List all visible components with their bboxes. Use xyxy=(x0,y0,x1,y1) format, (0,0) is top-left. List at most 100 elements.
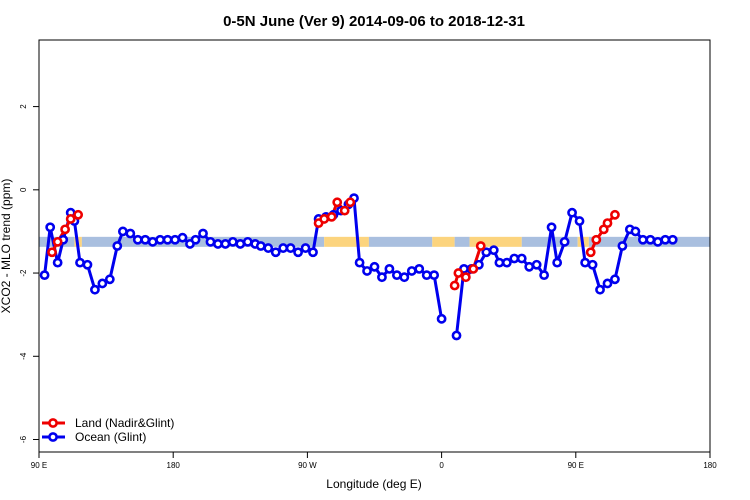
plot-frame xyxy=(38,39,711,453)
data-point xyxy=(531,259,542,270)
data-point xyxy=(453,268,464,278)
data-point xyxy=(488,245,499,256)
data-point xyxy=(591,234,602,245)
band-segment-land xyxy=(469,236,522,247)
data-point xyxy=(354,257,365,268)
data-point xyxy=(516,253,527,264)
series-points xyxy=(39,193,678,341)
data-point xyxy=(45,222,56,233)
data-point xyxy=(552,257,563,268)
data-point xyxy=(391,270,402,281)
data-point xyxy=(319,214,330,224)
band-segment-ocean xyxy=(454,236,470,247)
data-point xyxy=(667,234,678,245)
data-point xyxy=(140,234,151,245)
y-tick-label: 2 xyxy=(19,104,28,109)
band-segment-ocean xyxy=(81,236,325,247)
data-point xyxy=(501,257,512,268)
legend-marker xyxy=(48,418,58,428)
x-tick-label: 90 W xyxy=(298,461,317,470)
chart-title: 0-5N June (Ver 9) 2014-09-06 to 2018-12-… xyxy=(223,13,525,30)
data-point xyxy=(278,243,289,253)
data-point xyxy=(332,197,343,208)
data-point xyxy=(645,234,656,245)
data-point xyxy=(345,197,356,208)
data-point xyxy=(213,239,223,249)
data-point xyxy=(39,270,50,281)
x-tick-label: 90 E xyxy=(568,461,584,470)
data-point xyxy=(90,284,100,295)
data-point xyxy=(52,236,63,247)
data-point xyxy=(429,270,440,281)
data-point xyxy=(595,284,605,295)
data-point xyxy=(610,274,620,285)
data-point xyxy=(460,272,471,283)
data-point xyxy=(559,236,570,247)
data-point xyxy=(451,330,462,341)
series-line xyxy=(43,196,444,320)
legend-label: Land (Nadir&Glint) xyxy=(75,416,174,430)
data-point xyxy=(580,257,591,268)
data-point xyxy=(384,263,395,274)
data-point xyxy=(285,243,296,253)
data-point xyxy=(574,216,585,226)
data-point xyxy=(326,211,337,222)
y-axis-label: XCO2 - MLO trend (ppm) xyxy=(0,179,13,314)
data-point xyxy=(630,226,641,237)
data-point xyxy=(475,241,486,251)
data-point xyxy=(362,266,372,276)
y-tick-label: -6 xyxy=(19,435,28,443)
data-point xyxy=(170,234,180,245)
data-point xyxy=(509,253,520,264)
data-point xyxy=(227,236,238,247)
data-point xyxy=(308,247,318,258)
x-tick-label: 0 xyxy=(439,461,444,470)
legend-marker xyxy=(48,432,58,442)
band-segment-land xyxy=(432,236,455,247)
y-tick-label: -2 xyxy=(19,269,28,277)
data-point xyxy=(638,234,648,245)
data-point xyxy=(198,228,208,239)
data-point xyxy=(52,257,63,268)
y-tick-label: -4 xyxy=(19,352,28,360)
data-point xyxy=(300,243,311,253)
data-point xyxy=(270,247,281,258)
data-point xyxy=(117,226,128,237)
data-point xyxy=(468,263,479,274)
band-segment-ocean xyxy=(368,236,433,247)
data-point xyxy=(602,218,613,229)
data-point xyxy=(242,236,253,247)
data-point xyxy=(546,222,557,233)
legend: Land (Nadir&Glint)Ocean (Glint) xyxy=(42,416,174,444)
data-point xyxy=(524,261,535,272)
data-point xyxy=(652,236,663,247)
data-point xyxy=(205,236,216,247)
data-point xyxy=(369,261,380,272)
data-point xyxy=(75,257,85,268)
data-point xyxy=(155,234,166,245)
data-point xyxy=(610,209,620,220)
data-point xyxy=(112,241,123,251)
data-point xyxy=(220,239,231,249)
data-point xyxy=(436,313,447,324)
data-point xyxy=(602,278,613,289)
data-point xyxy=(585,247,596,258)
data-point xyxy=(97,278,108,289)
x-tick-label: 180 xyxy=(703,461,717,470)
data-point xyxy=(339,205,350,216)
data-point xyxy=(406,266,417,276)
y-axis: 2 0 -2 -4 -6 xyxy=(19,104,39,443)
x-axis: 90 E 180 90 W 0 90 E 180 xyxy=(31,452,717,470)
data-point xyxy=(399,272,410,283)
x-tick-label: 180 xyxy=(167,461,181,470)
data-point xyxy=(494,257,505,268)
data-point xyxy=(132,234,143,245)
data-point xyxy=(377,272,387,283)
data-point xyxy=(162,234,173,245)
data-point xyxy=(147,236,158,247)
data-point xyxy=(660,234,671,245)
legend-label: Ocean (Glint) xyxy=(75,430,146,444)
x-tick-label: 90 E xyxy=(31,461,47,470)
data-point xyxy=(177,232,188,243)
